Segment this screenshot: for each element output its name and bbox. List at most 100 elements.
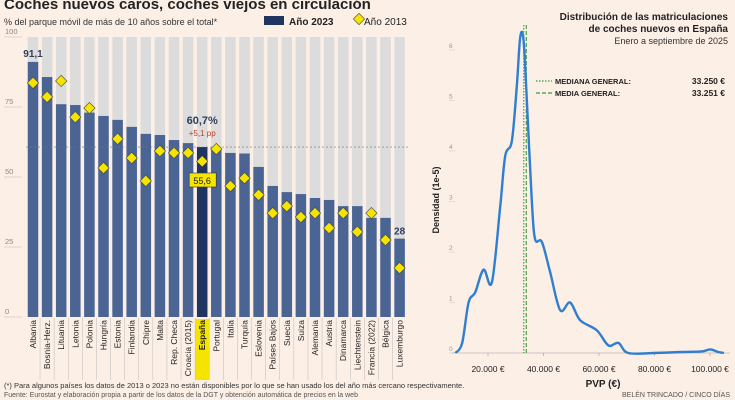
category-label: Países Bajos <box>268 320 278 370</box>
y-tick-label: 6 <box>449 43 453 50</box>
diamond-2013 <box>323 221 336 235</box>
mean-legend-label: MEDIA GENERAL: <box>555 89 620 98</box>
diamond-2013 <box>97 161 110 175</box>
diamond-2013 <box>69 110 82 124</box>
category-label: Letonia <box>70 320 80 348</box>
category-label: Eslovenia <box>254 320 264 357</box>
category-label: Chipre <box>141 320 151 345</box>
left-chart-subtitle: % del parque móvil de más de 10 años sob… <box>4 17 218 27</box>
category-label: Malta <box>155 320 165 341</box>
last-value-label: 28 <box>394 227 406 238</box>
y-tick-label: 0 <box>5 307 9 316</box>
bar-2023 <box>267 185 278 317</box>
bar-2023 <box>55 104 67 317</box>
bar-background <box>267 37 278 317</box>
median-value: 33.250 € <box>692 76 725 86</box>
category-label: Turquía <box>240 320 250 349</box>
diamond-2013 <box>83 102 96 115</box>
bar-2023 <box>253 166 264 317</box>
y-tick-label: 75 <box>5 97 13 106</box>
y-tick-label: 50 <box>5 167 13 176</box>
diamond-2013 <box>111 132 124 146</box>
diamond-2013 <box>252 188 265 202</box>
spain-2013-label: 55,6 <box>193 176 211 186</box>
bar-2023 <box>239 153 250 317</box>
y-tick-label: 100 <box>5 27 18 36</box>
y-tick-label: 1 <box>449 296 453 303</box>
y-tick-label: 5 <box>449 94 453 101</box>
x-axis-label: PVP (€) <box>586 379 621 390</box>
y-tick-label: 3 <box>449 195 453 202</box>
diamond-2013 <box>308 207 322 220</box>
category-label: Francia (2022) <box>366 320 376 375</box>
diamond-2013 <box>182 146 195 160</box>
diamond-2013 <box>280 200 293 213</box>
category-label: Austria <box>324 320 334 347</box>
diamond-2013 <box>26 76 40 90</box>
footnote: (*) Para algunos países los datos de 201… <box>4 381 464 390</box>
highlight-label-background <box>195 319 210 380</box>
y-axis-label: Densidad (1e-5) <box>431 166 441 233</box>
category-label: Bélgica <box>381 320 391 348</box>
right-density-chart: 0 1 2 3 4 5 6 Densidad (1e-5) 20.000 € 40.000 € 60… <box>431 25 730 390</box>
diamond-2013 <box>210 142 223 156</box>
right-chart-title-line2: de coches nuevos en España <box>589 24 729 35</box>
diamond-2013 <box>139 174 152 188</box>
bar-2023 <box>380 217 391 317</box>
legend-2023-label: Año 2023 <box>289 17 334 28</box>
diamond-2013 <box>238 172 251 185</box>
bar-2023 <box>366 217 377 317</box>
bar-2023 <box>98 115 109 318</box>
diamond-2013 <box>55 74 68 88</box>
bar-2023 <box>140 133 152 317</box>
category-label: Polonia <box>84 320 94 349</box>
bar-background <box>281 37 293 317</box>
bar-2023 <box>337 206 349 317</box>
diamond-2013 <box>224 179 237 193</box>
bar-2023 <box>84 112 95 317</box>
source: Fuente: Eurostat y elaboración propia a … <box>4 392 358 399</box>
category-label: Croacia (2015) <box>183 320 193 376</box>
diamond-2013 <box>365 207 378 220</box>
category-label: Albania <box>28 320 38 349</box>
category-label: Luxemburgo <box>395 320 405 368</box>
diamond-2013 <box>125 151 138 165</box>
category-label: Portugal <box>211 320 221 352</box>
legend-2023-swatch <box>264 16 284 25</box>
credit: BELÉN TRINCADO / CINCO DÍAS <box>622 390 730 399</box>
category-label: España <box>197 320 207 351</box>
diamond-2013 <box>337 207 350 220</box>
legend-2013-label: Año 2013 <box>364 17 407 28</box>
diamond-2013 <box>351 225 364 238</box>
bar-2023 <box>70 105 81 317</box>
bar-2023 <box>154 135 166 317</box>
category-label: Bosnia-Herz. <box>42 320 52 369</box>
y-tick-label: 0 <box>449 346 453 353</box>
category-label: Italia <box>225 320 235 338</box>
category-label: Suiza <box>296 320 306 342</box>
spain-2023-label: 60,7% <box>187 115 218 127</box>
category-label: Suecia <box>282 320 292 346</box>
right-chart-title-line1: Distribución de las matriculaciones <box>560 12 729 23</box>
bar-2023 <box>168 140 180 317</box>
x-tick-label: 80.000 € <box>638 364 671 374</box>
y-tick-label: 2 <box>449 245 453 252</box>
diamond-2013 <box>153 144 166 158</box>
bar-2023 <box>295 194 307 317</box>
spain-2013-badge <box>188 172 217 188</box>
x-tick-label: 100.000 € <box>691 364 729 374</box>
bar-background <box>323 37 335 317</box>
first-value-label: 91,1 <box>23 49 43 60</box>
density-curve <box>454 30 725 355</box>
diamond-2013 <box>196 155 209 168</box>
bar-2023 <box>27 61 39 317</box>
bar-2023 <box>126 126 137 317</box>
category-label: Finlandia <box>127 320 137 355</box>
bar-background <box>337 37 349 317</box>
bar-2023 <box>225 152 236 317</box>
x-tick-label: 40.000 € <box>527 364 560 374</box>
category-label: Hungría <box>99 320 109 351</box>
bar-2023 <box>352 206 363 317</box>
bar-2023 <box>196 147 208 317</box>
